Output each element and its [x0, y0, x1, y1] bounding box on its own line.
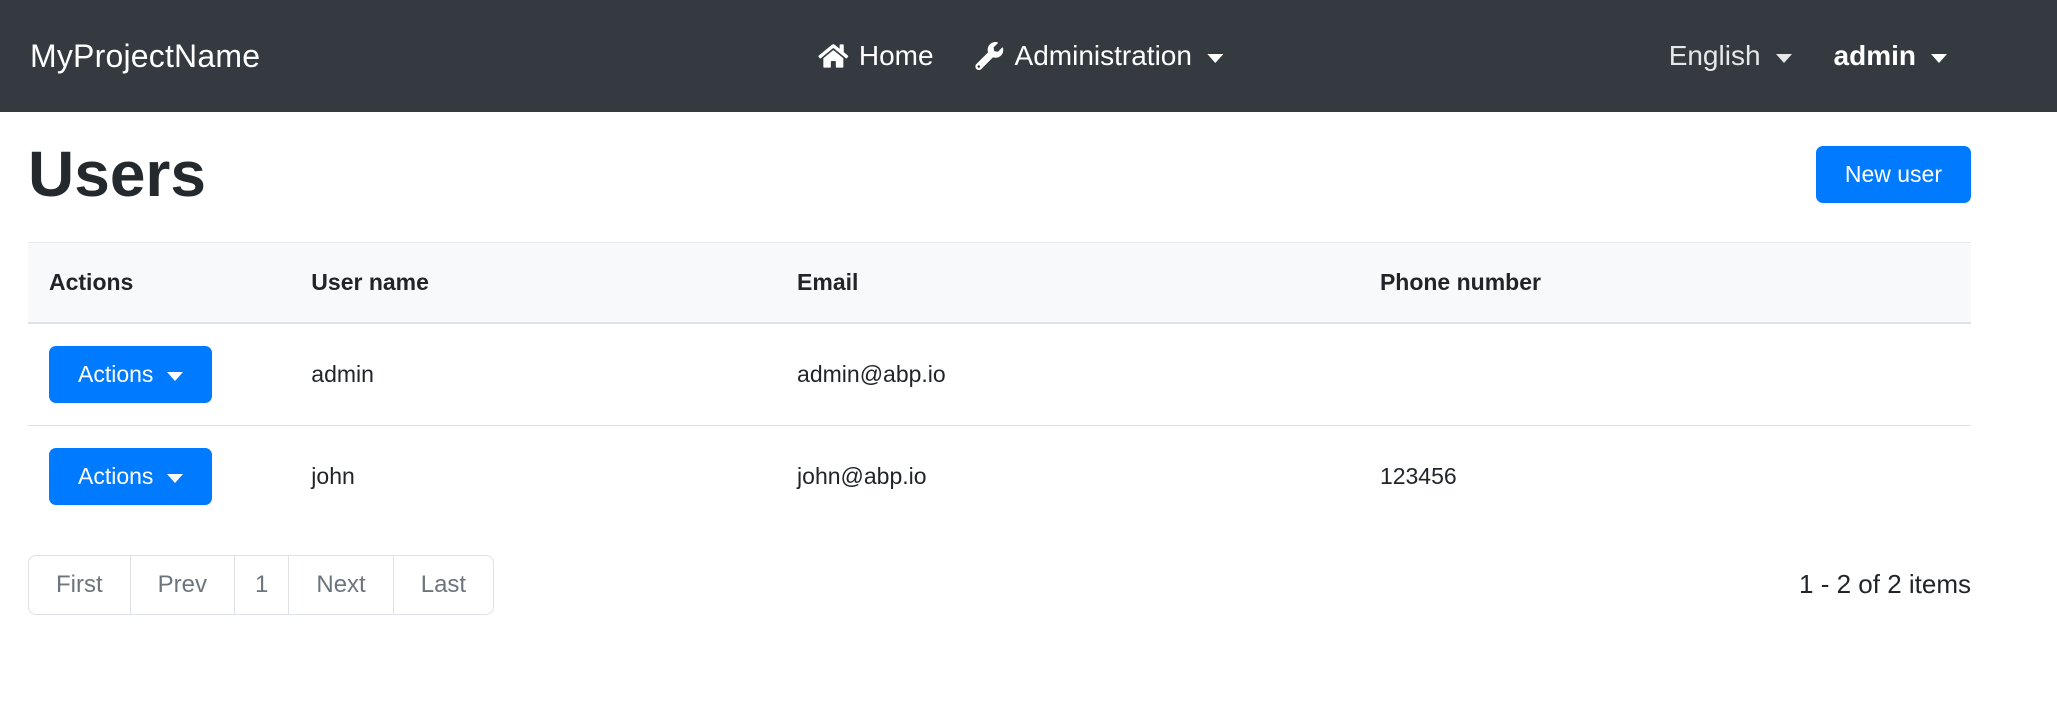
- items-count-info: 1 - 2 of 2 items: [1799, 569, 1971, 600]
- home-icon: [817, 42, 848, 70]
- cell-phone: [1358, 322, 1971, 426]
- pagination-prev-button[interactable]: Prev: [129, 554, 236, 615]
- column-header-username: User name: [290, 241, 777, 324]
- cell-email: john@abp.io: [776, 424, 1359, 527]
- table-header-row: Actions User name Email Phone number: [28, 241, 1971, 324]
- column-header-email: Email: [776, 241, 1359, 324]
- cell-username: john: [290, 424, 777, 527]
- brand-link[interactable]: MyProjectName: [30, 37, 261, 74]
- pagination-item: Next: [288, 554, 394, 615]
- user-dropdown-label: admin: [1833, 40, 1916, 71]
- column-header-phone: Phone number: [1358, 241, 1971, 324]
- pagination-item: Prev: [129, 554, 236, 615]
- user-dropdown[interactable]: admin: [1834, 40, 1947, 72]
- main-menu: Home Administration: [817, 0, 1223, 112]
- chevron-down-icon: [1931, 53, 1947, 63]
- cell-phone: 123456: [1358, 424, 1971, 527]
- nav-item-administration-label: Administration: [1014, 40, 1192, 71]
- chevron-down-icon: [1775, 53, 1792, 63]
- top-navbar: MyProjectName Home Administration Englis…: [0, 0, 2057, 112]
- row-actions-dropdown-button[interactable]: Actions: [49, 345, 213, 403]
- chevron-down-icon: [1206, 53, 1223, 63]
- pagination-item: Last: [392, 554, 495, 615]
- nav-item-home[interactable]: Home: [817, 40, 934, 72]
- cell-email: admin@abp.io: [776, 322, 1359, 426]
- row-actions-label: Actions: [78, 462, 154, 489]
- users-table: Actions User name Email Phone number Act…: [28, 241, 1971, 527]
- pagination-last-button[interactable]: Last: [392, 554, 495, 615]
- pagination-page-1-button[interactable]: 1: [234, 554, 290, 615]
- table-row: Actions john john@abp.io 123456: [28, 424, 1971, 527]
- pagination-item: 1: [234, 554, 290, 615]
- cell-actions: Actions: [28, 322, 291, 426]
- column-header-actions: Actions: [28, 241, 291, 324]
- pagination-first-button[interactable]: First: [28, 554, 131, 615]
- row-actions-dropdown-button[interactable]: Actions: [49, 447, 213, 505]
- row-actions-label: Actions: [78, 360, 154, 387]
- nav-item-administration[interactable]: Administration: [975, 40, 1223, 72]
- nav-item-home-label: Home: [858, 40, 934, 71]
- pagination: First Prev 1 Next Last: [28, 554, 495, 615]
- language-dropdown-label: English: [1668, 40, 1761, 71]
- cell-actions: Actions: [28, 424, 291, 527]
- users-table-body: Actions admin admin@abp.io Actions john …: [28, 322, 1971, 527]
- pagination-next-button[interactable]: Next: [288, 554, 394, 615]
- chevron-down-icon: [167, 371, 184, 381]
- table-footer: First Prev 1 Next Last 1 - 2 of 2 items: [28, 554, 1971, 615]
- wrench-icon: [975, 42, 1004, 70]
- pagination-item: First: [28, 554, 131, 615]
- cell-username: admin: [290, 322, 777, 426]
- page-title: Users: [28, 138, 206, 210]
- table-row: Actions admin admin@abp.io: [28, 322, 1971, 426]
- new-user-button[interactable]: New user: [1815, 146, 1971, 204]
- language-dropdown[interactable]: English: [1669, 40, 1792, 72]
- page-header: Users New user: [28, 138, 1971, 212]
- users-table-head: Actions User name Email Phone number: [28, 241, 1971, 324]
- chevron-down-icon: [167, 473, 184, 483]
- navbar-right: English admin: [1669, 40, 1947, 72]
- main-content: Users New user Actions User name Email P…: [0, 112, 2057, 615]
